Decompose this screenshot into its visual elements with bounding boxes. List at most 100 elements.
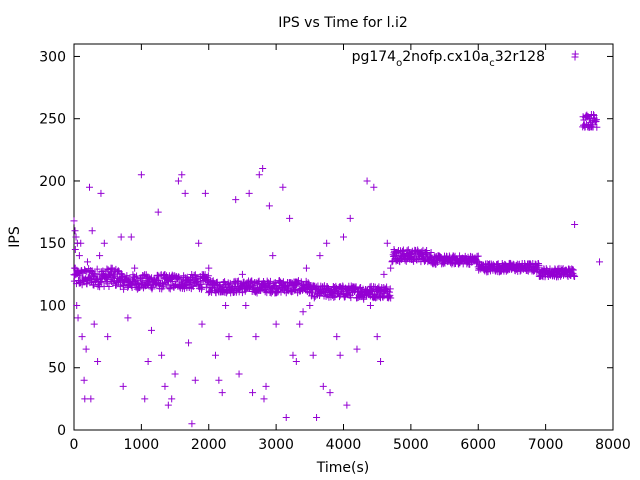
x-tick-label: 1000 xyxy=(124,437,160,453)
data-point xyxy=(131,264,139,272)
data-point xyxy=(323,239,331,247)
data-point xyxy=(380,270,388,278)
data-point xyxy=(275,277,283,285)
data-point xyxy=(110,277,118,285)
data-point xyxy=(283,285,291,293)
data-point xyxy=(181,189,189,197)
data-point xyxy=(240,278,248,286)
data-point xyxy=(592,116,600,124)
data-point xyxy=(107,278,115,286)
data-point xyxy=(97,189,105,197)
x-tick-label: 6000 xyxy=(460,437,496,453)
y-axis-label: IPS xyxy=(7,226,23,248)
data-point xyxy=(277,288,285,296)
data-point xyxy=(309,351,317,359)
data-point xyxy=(174,177,182,185)
data-point xyxy=(282,414,290,422)
data-point xyxy=(571,272,579,280)
data-point xyxy=(104,333,112,341)
y-tick-label: 200 xyxy=(39,174,66,190)
data-point xyxy=(535,261,543,269)
data-point xyxy=(82,345,90,353)
data-point xyxy=(93,265,101,273)
data-point xyxy=(523,266,531,274)
data-point xyxy=(178,171,186,179)
data-point xyxy=(310,294,318,302)
data-point xyxy=(133,272,141,280)
data-point xyxy=(79,277,87,285)
x-tick-label: 7000 xyxy=(528,437,564,453)
data-point xyxy=(137,171,145,179)
data-point xyxy=(299,308,307,316)
data-point xyxy=(71,245,79,253)
data-point xyxy=(255,171,263,179)
data-point xyxy=(249,389,257,397)
data-point xyxy=(286,214,294,222)
data-point xyxy=(190,271,198,279)
data-point xyxy=(71,227,79,235)
data-point xyxy=(158,351,166,359)
data-point xyxy=(404,246,412,254)
data-point xyxy=(198,320,206,328)
x-axis-label: Time(s) xyxy=(316,460,369,476)
x-tick-label: 8000 xyxy=(595,437,631,453)
data-point xyxy=(330,293,338,301)
data-point xyxy=(147,326,155,334)
data-point xyxy=(232,196,240,204)
data-point xyxy=(96,252,104,260)
data-point xyxy=(370,183,378,191)
data-point xyxy=(352,283,360,291)
data-point xyxy=(105,283,113,291)
data-point xyxy=(387,264,395,272)
data-point xyxy=(171,370,179,378)
data-point xyxy=(88,227,96,235)
y-tick-label: 300 xyxy=(39,49,66,65)
data-point xyxy=(474,252,482,260)
data-point xyxy=(260,395,268,403)
data-point xyxy=(248,277,256,285)
y-axis-ticks: 0 50 100 150 200 250 300 xyxy=(39,49,613,439)
data-point xyxy=(85,183,93,191)
data-point xyxy=(80,376,88,384)
x-tick-label: 4000 xyxy=(326,437,362,453)
data-point xyxy=(94,358,102,366)
data-point xyxy=(360,295,368,303)
data-point xyxy=(242,301,250,309)
data-point xyxy=(238,270,246,278)
data-point xyxy=(151,277,159,285)
legend: pg174o2nofp.cx10ac32r128 xyxy=(352,49,579,69)
data-point xyxy=(449,259,457,267)
x-tick-label: 2000 xyxy=(191,437,227,453)
data-point xyxy=(593,123,601,131)
data-point xyxy=(302,264,310,272)
data-point xyxy=(322,292,330,300)
data-point xyxy=(175,274,183,282)
data-point xyxy=(383,239,391,247)
data-point xyxy=(83,258,91,266)
data-point xyxy=(211,351,219,359)
data-point xyxy=(346,214,354,222)
data-point xyxy=(75,252,83,260)
data-point xyxy=(168,395,176,403)
data-point xyxy=(319,382,327,390)
series-points xyxy=(70,50,604,428)
data-point xyxy=(154,208,162,216)
data-point xyxy=(340,233,347,241)
data-point xyxy=(279,183,287,191)
data-point xyxy=(100,239,108,247)
data-point xyxy=(164,401,172,409)
legend-marker-plus xyxy=(571,53,579,61)
data-point xyxy=(107,264,115,272)
data-point xyxy=(363,177,371,185)
y-tick-label: 250 xyxy=(39,112,66,128)
data-point xyxy=(333,333,341,341)
data-point xyxy=(377,358,385,366)
data-point xyxy=(90,281,98,289)
data-point xyxy=(81,395,89,403)
data-point xyxy=(313,414,321,422)
y-tick-label: 0 xyxy=(57,423,66,439)
data-point xyxy=(191,376,199,384)
data-point xyxy=(97,279,105,287)
data-point xyxy=(326,389,334,397)
data-point xyxy=(266,277,274,285)
